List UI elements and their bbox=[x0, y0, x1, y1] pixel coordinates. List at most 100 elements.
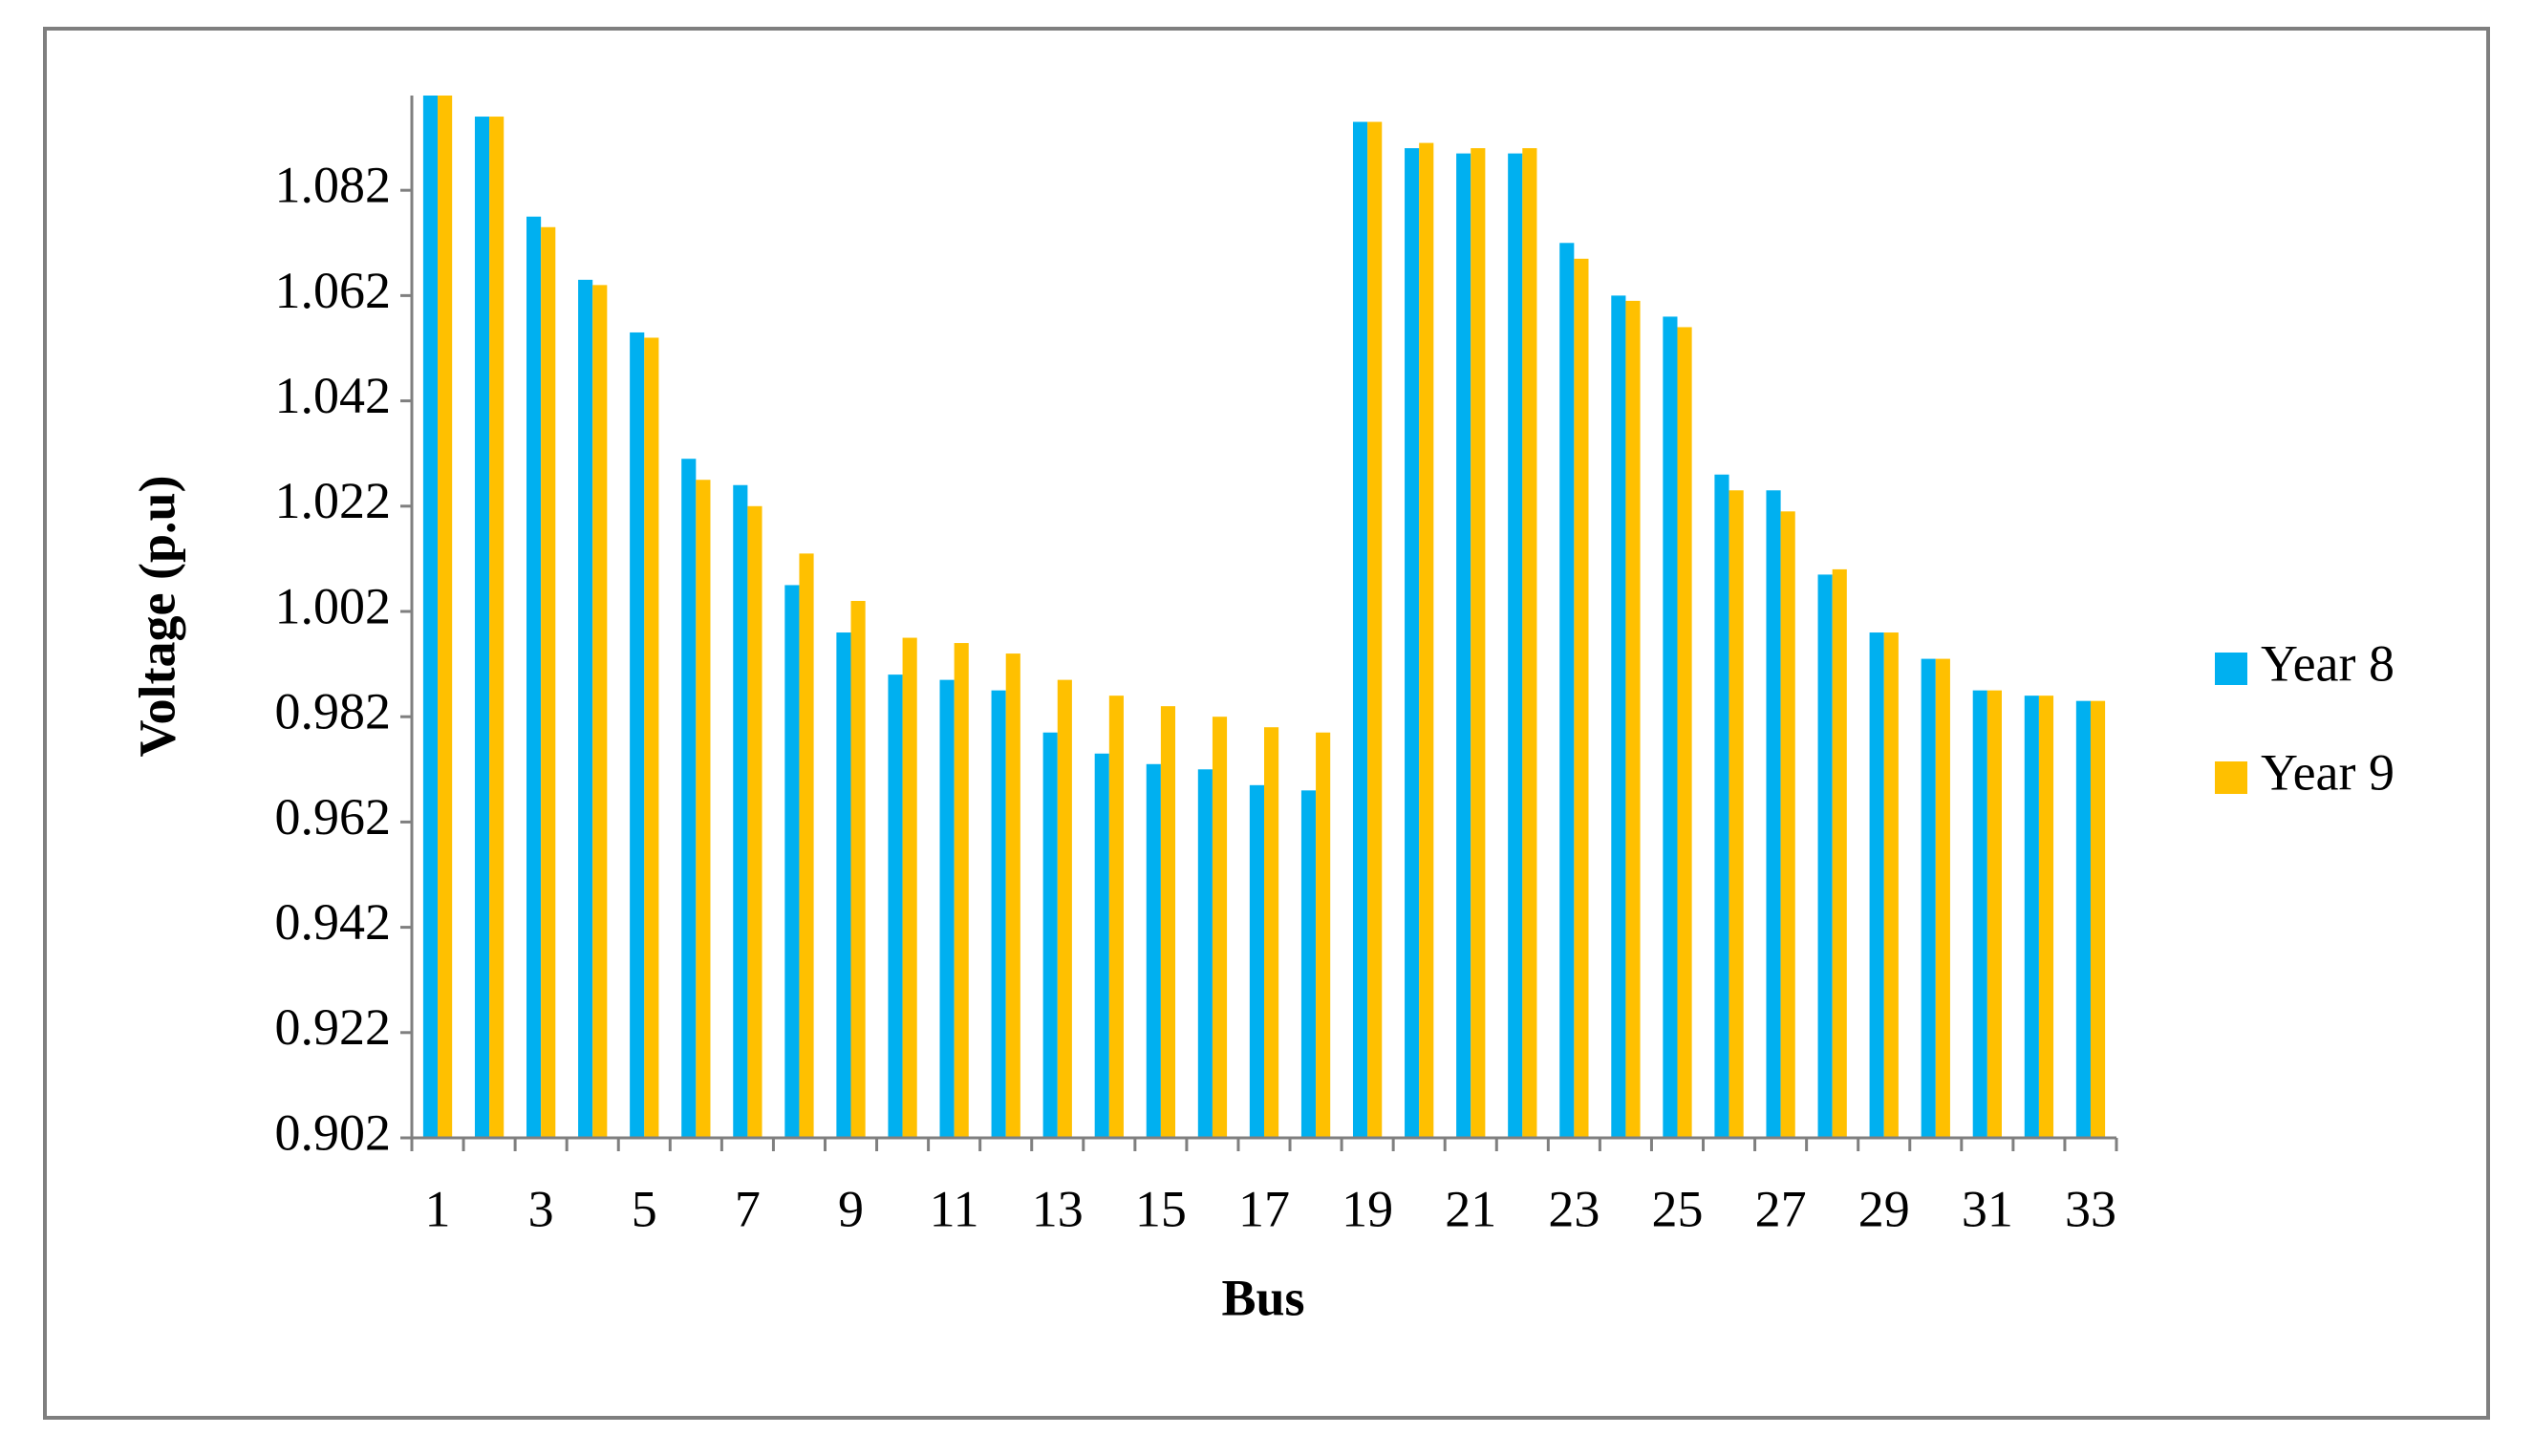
bar bbox=[1160, 706, 1176, 1138]
bar bbox=[474, 117, 490, 1138]
x-tick-label: 9 bbox=[838, 1180, 864, 1237]
legend-swatch bbox=[2215, 653, 2247, 685]
bar bbox=[1559, 243, 1575, 1138]
bar bbox=[644, 337, 659, 1138]
bar bbox=[836, 632, 851, 1138]
bar bbox=[799, 553, 814, 1138]
bar bbox=[696, 480, 711, 1138]
bar bbox=[1935, 658, 1950, 1138]
y-axis-label: Voltage (p.u) bbox=[128, 475, 185, 757]
bar bbox=[1405, 148, 1420, 1138]
x-tick-label: 31 bbox=[1962, 1180, 2013, 1237]
bar bbox=[954, 643, 969, 1138]
bar bbox=[1471, 148, 1486, 1138]
bar bbox=[1574, 258, 1589, 1139]
x-tick-label: 3 bbox=[528, 1180, 554, 1237]
y-tick-label: 1.062 bbox=[275, 262, 392, 319]
bar bbox=[1057, 679, 1072, 1138]
bar bbox=[784, 585, 800, 1138]
x-tick-label: 27 bbox=[1755, 1180, 1807, 1237]
bar bbox=[1972, 690, 1987, 1138]
legend-label: Year 8 bbox=[2261, 634, 2394, 692]
bar bbox=[1146, 763, 1161, 1138]
bar bbox=[2075, 700, 2091, 1138]
bar bbox=[991, 690, 1006, 1138]
bar bbox=[681, 459, 697, 1138]
bar bbox=[1197, 769, 1213, 1138]
bar bbox=[1249, 784, 1264, 1138]
bar bbox=[1419, 142, 1434, 1138]
bar bbox=[1677, 327, 1692, 1138]
x-tick-label: 17 bbox=[1238, 1180, 1290, 1237]
legend-label: Year 9 bbox=[2261, 743, 2394, 801]
x-tick-label: 21 bbox=[1445, 1180, 1496, 1237]
bar bbox=[1108, 696, 1124, 1138]
x-tick-label: 33 bbox=[2065, 1180, 2116, 1237]
bar bbox=[1508, 153, 1523, 1139]
y-tick-label: 0.982 bbox=[275, 683, 392, 740]
y-tick-label: 1.002 bbox=[275, 577, 392, 634]
bar bbox=[1316, 732, 1331, 1138]
bar bbox=[733, 484, 748, 1139]
bar bbox=[1264, 727, 1279, 1138]
bar bbox=[850, 600, 866, 1138]
x-tick-label: 15 bbox=[1135, 1180, 1187, 1237]
bar bbox=[438, 96, 453, 1138]
bar bbox=[2038, 696, 2054, 1138]
x-tick-label: 19 bbox=[1342, 1180, 1393, 1237]
bar bbox=[939, 679, 955, 1138]
bar bbox=[578, 279, 593, 1139]
bar bbox=[526, 216, 542, 1139]
bar bbox=[1832, 568, 1847, 1138]
x-tick-label: 13 bbox=[1032, 1180, 1084, 1237]
y-tick-label: 1.042 bbox=[275, 367, 392, 424]
bar bbox=[2090, 700, 2106, 1138]
bar bbox=[630, 332, 645, 1138]
bar bbox=[1766, 490, 1781, 1138]
bar bbox=[1625, 300, 1641, 1139]
bar bbox=[2024, 696, 2039, 1138]
bar bbox=[1714, 474, 1729, 1138]
x-tick-label: 7 bbox=[735, 1180, 761, 1237]
bar bbox=[1729, 490, 1744, 1138]
bar bbox=[1094, 753, 1109, 1138]
y-tick-label: 0.922 bbox=[275, 998, 392, 1056]
y-tick-label: 1.022 bbox=[275, 472, 392, 529]
x-tick-label: 29 bbox=[1858, 1180, 1910, 1237]
bar bbox=[1300, 790, 1317, 1138]
bar bbox=[1921, 658, 1936, 1138]
bar bbox=[1663, 316, 1678, 1138]
y-tick-label: 1.082 bbox=[275, 157, 392, 214]
x-tick-label: 11 bbox=[930, 1180, 979, 1237]
bar bbox=[1456, 153, 1471, 1139]
bar bbox=[1352, 121, 1368, 1138]
x-tick-label: 23 bbox=[1548, 1180, 1600, 1237]
bar bbox=[541, 226, 556, 1139]
bar bbox=[1522, 148, 1537, 1138]
y-tick-label: 0.902 bbox=[275, 1103, 392, 1161]
bar bbox=[902, 637, 917, 1138]
bar bbox=[1005, 653, 1020, 1138]
bar bbox=[1212, 717, 1228, 1138]
y-tick-label: 0.962 bbox=[275, 788, 392, 846]
x-tick-label: 5 bbox=[632, 1180, 657, 1237]
bar bbox=[1986, 690, 2002, 1138]
bar bbox=[422, 96, 439, 1138]
bar bbox=[1611, 295, 1626, 1138]
bar bbox=[747, 505, 762, 1138]
x-tick-label: 25 bbox=[1651, 1180, 1703, 1237]
bar bbox=[1883, 632, 1899, 1138]
x-tick-label: 1 bbox=[425, 1180, 451, 1237]
bar bbox=[888, 674, 903, 1138]
bar bbox=[1780, 511, 1795, 1138]
bar bbox=[1367, 121, 1383, 1138]
bar bbox=[1869, 632, 1884, 1138]
bar bbox=[592, 285, 608, 1138]
bar bbox=[1817, 574, 1833, 1138]
bar bbox=[1042, 732, 1058, 1138]
bar bbox=[489, 117, 505, 1138]
y-tick-label: 0.942 bbox=[275, 893, 392, 951]
x-axis-label: Bus bbox=[1221, 1269, 1304, 1326]
legend-swatch bbox=[2215, 761, 2247, 794]
